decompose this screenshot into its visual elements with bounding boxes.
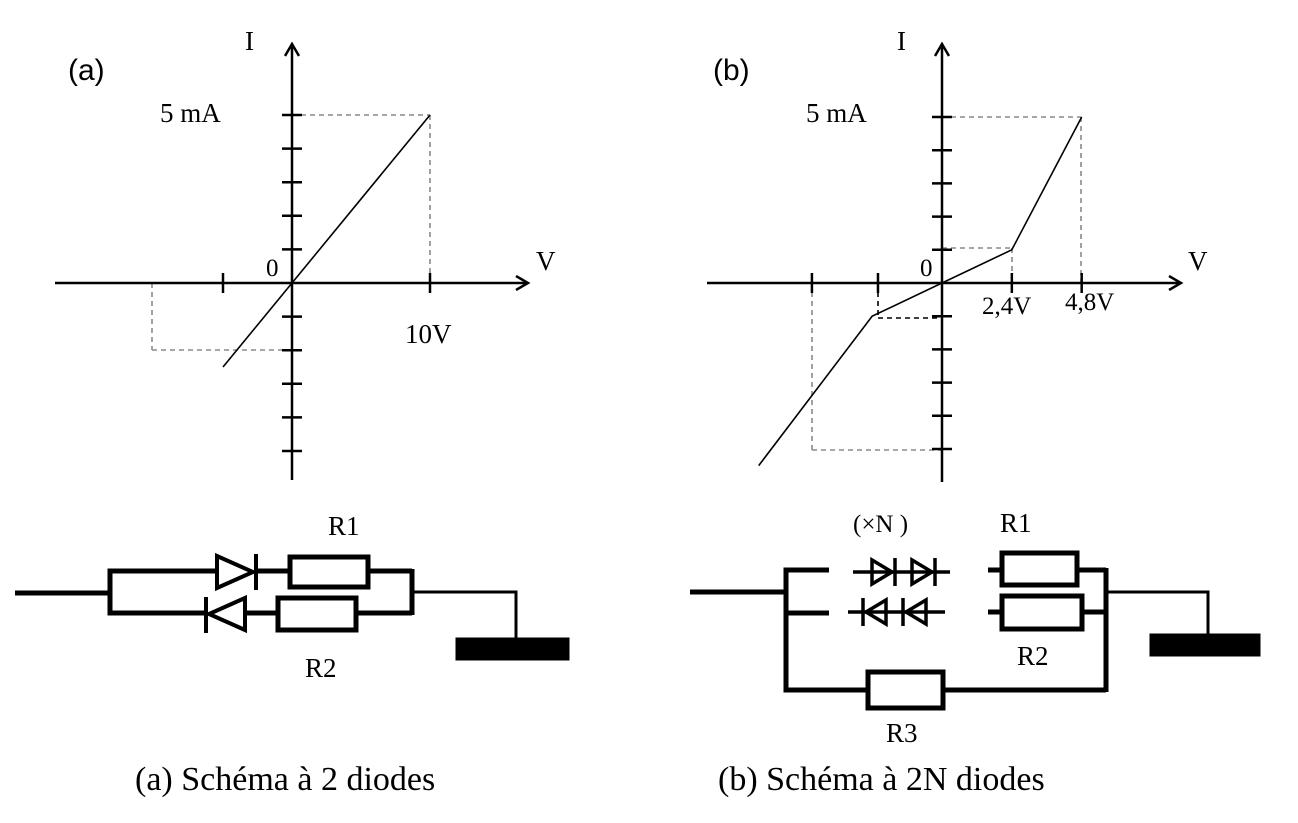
- graph-b-iv-curve: [758, 116, 1083, 467]
- graph-b-y-axis-label: I: [897, 26, 906, 56]
- ground-b: [1149, 633, 1261, 657]
- graph-b-ticks: [810, 115, 1083, 451]
- caption-a: (a) Schéma à 2 diodes: [135, 761, 435, 798]
- graph-b-x-tick-label-2: 4,8V: [1065, 289, 1114, 316]
- graph-a-ticks: [221, 113, 432, 453]
- circuit-b-r3-label: R3: [886, 718, 918, 748]
- graph-a-origin-label: 0: [266, 255, 279, 282]
- resistor-r2-b: [999, 593, 1085, 632]
- circuit-a-r2-label: R2: [305, 653, 337, 683]
- graph-b-y-tick-label: 5 mA: [806, 98, 867, 128]
- graph-a-y-tick-label: 5 mA: [160, 98, 221, 128]
- diode-stack: [848, 556, 950, 628]
- panel-b-label: (b): [713, 54, 750, 87]
- circuit-b-r2-label: R2: [1017, 641, 1049, 671]
- graph-a: (a) I V 0 5 mA 10V: [55, 26, 556, 480]
- circuit-b-diode-count-label: (×N ): [853, 511, 908, 538]
- graph-a-iv-curve: [222, 114, 431, 368]
- resistor-r3-b: [865, 669, 946, 711]
- circuit-a-r1-label: R1: [328, 511, 360, 541]
- graph-b-x-tick-label-1: 2,4V: [982, 293, 1031, 320]
- diode-reverse: [204, 594, 247, 634]
- diode-forward: [215, 552, 258, 592]
- caption-b: (b) Schéma à 2N diodes: [718, 761, 1045, 798]
- graph-b-origin-label: 0: [920, 255, 933, 282]
- resistor-r2-a: [275, 595, 359, 633]
- ground-a: [455, 637, 570, 661]
- graph-a-y-axis-label: I: [245, 26, 254, 56]
- circuit-a: [15, 552, 570, 661]
- panel-a-label: (a): [68, 54, 105, 87]
- resistor-r1-a: [287, 554, 371, 590]
- graph-a-guides: [151, 114, 431, 351]
- circuit-b: [690, 550, 1261, 711]
- resistor-r1-b: [999, 550, 1080, 588]
- graph-a-x-axis-label: V: [536, 246, 556, 276]
- graph-b: (b) I V 0 5 mA 2,4V 4,8V: [707, 26, 1208, 482]
- graph-b-x-axis-label: V: [1188, 246, 1208, 276]
- graph-a-x-tick-label: 10V: [405, 319, 452, 349]
- circuit-b-r1-label: R1: [1000, 508, 1032, 538]
